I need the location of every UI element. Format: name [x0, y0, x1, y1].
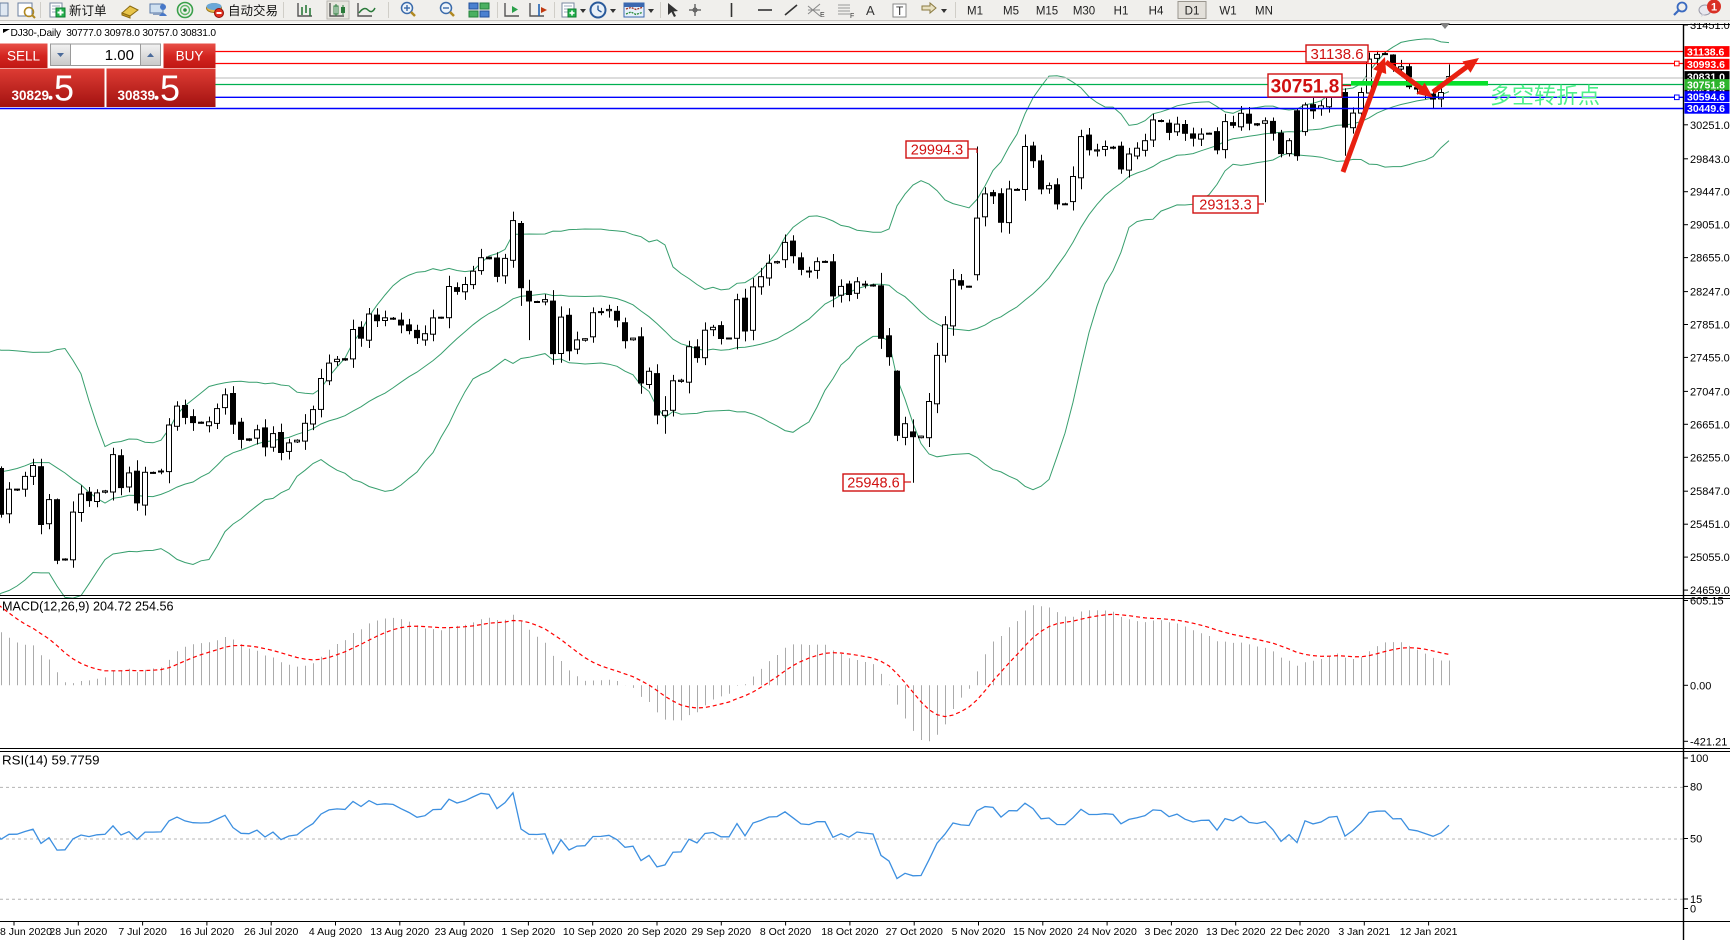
svg-text:MACD(12,26,9) 204.72 254.56: MACD(12,26,9) 204.72 254.56 [2, 600, 174, 614]
svg-text:13 Aug 2020: 13 Aug 2020 [370, 926, 429, 938]
svg-text:13 Dec 2020: 13 Dec 2020 [1206, 926, 1266, 938]
svg-text:3 Dec 2020: 3 Dec 2020 [1145, 926, 1199, 938]
svg-text:1.00: 1.00 [105, 47, 134, 64]
svg-text:25948.6: 25948.6 [847, 476, 899, 492]
svg-text:5 Nov 2020: 5 Nov 2020 [952, 926, 1006, 938]
svg-text:20 Sep 2020: 20 Sep 2020 [627, 926, 687, 938]
svg-text:M15: M15 [1036, 6, 1058, 18]
svg-text:15: 15 [1690, 894, 1702, 906]
svg-text:1 Sep 2020: 1 Sep 2020 [502, 926, 556, 938]
svg-text:26 Jul 2020: 26 Jul 2020 [244, 926, 298, 938]
svg-text:7 Jul 2020: 7 Jul 2020 [118, 926, 167, 938]
svg-text:28 Jun 2020: 28 Jun 2020 [49, 926, 107, 938]
svg-text:24 Nov 2020: 24 Nov 2020 [1077, 926, 1137, 938]
svg-text:30594.6: 30594.6 [1687, 91, 1725, 103]
svg-text:H4: H4 [1149, 6, 1164, 18]
svg-text:D1: D1 [1185, 6, 1200, 18]
svg-text:23 Aug 2020: 23 Aug 2020 [435, 926, 494, 938]
svg-text:自动交易: 自动交易 [228, 3, 278, 18]
svg-text:4 Aug 2020: 4 Aug 2020 [309, 926, 362, 938]
svg-text:31138.6: 31138.6 [1310, 46, 1363, 63]
svg-text:80: 80 [1690, 781, 1702, 793]
svg-text:29447.0: 29447.0 [1690, 187, 1730, 199]
svg-text:RSI(14) 59.7759: RSI(14) 59.7759 [2, 753, 100, 768]
svg-text:31138.6: 31138.6 [1687, 46, 1725, 58]
svg-text:M30: M30 [1073, 6, 1095, 18]
svg-text:5: 5 [54, 68, 74, 109]
svg-text:30829: 30829 [12, 88, 50, 103]
svg-text:30839: 30839 [118, 88, 156, 103]
svg-text:0.00: 0.00 [1690, 680, 1711, 692]
svg-text:29313.3: 29313.3 [1199, 198, 1251, 214]
svg-text:H1: H1 [1114, 6, 1129, 18]
svg-text:12 Jan 2021: 12 Jan 2021 [1400, 926, 1458, 938]
svg-text:28655.0: 28655.0 [1690, 253, 1730, 265]
svg-text:3 Jan 2021: 3 Jan 2021 [1338, 926, 1390, 938]
svg-text:F: F [850, 13, 854, 20]
svg-text:27851.0: 27851.0 [1690, 320, 1730, 332]
svg-text:DJ30-,Daily 30777.0 30978.0 3: DJ30-,Daily 30777.0 30978.0 30757.0 3083… [11, 28, 217, 39]
svg-text:25451.0: 25451.0 [1690, 519, 1730, 531]
svg-text:-421.21: -421.21 [1690, 736, 1727, 748]
svg-text:30993.6: 30993.6 [1687, 59, 1725, 71]
svg-text:30449.6: 30449.6 [1687, 103, 1725, 115]
svg-text:E: E [820, 12, 825, 19]
svg-text:多空转折点: 多空转折点 [1490, 84, 1600, 109]
svg-text:27455.0: 27455.0 [1690, 352, 1730, 364]
svg-text:22 Dec 2020: 22 Dec 2020 [1270, 926, 1330, 938]
svg-text:新订单: 新订单 [69, 3, 107, 18]
svg-text:27 Oct 2020: 27 Oct 2020 [886, 926, 943, 938]
svg-text:605.15: 605.15 [1690, 596, 1724, 608]
svg-text:SELL: SELL [7, 49, 41, 64]
svg-text:BUY: BUY [176, 49, 204, 64]
svg-text:26651.0: 26651.0 [1690, 419, 1730, 431]
svg-text:M1: M1 [967, 6, 983, 18]
svg-text:30751.8: 30751.8 [1687, 79, 1725, 91]
svg-text:A: A [866, 3, 875, 18]
svg-text:W1: W1 [1219, 6, 1236, 18]
svg-text:8 Jun 2020: 8 Jun 2020 [0, 926, 52, 938]
svg-text:8 Oct 2020: 8 Oct 2020 [760, 926, 812, 938]
svg-text:29 Sep 2020: 29 Sep 2020 [692, 926, 752, 938]
svg-text:18 Oct 2020: 18 Oct 2020 [821, 926, 878, 938]
svg-text:100: 100 [1690, 753, 1708, 765]
svg-text:29843.0: 29843.0 [1690, 154, 1730, 166]
svg-text:15 Nov 2020: 15 Nov 2020 [1013, 926, 1073, 938]
svg-text:M5: M5 [1003, 6, 1019, 18]
svg-text:27047.0: 27047.0 [1690, 386, 1730, 398]
svg-text:16 Jul 2020: 16 Jul 2020 [180, 926, 234, 938]
svg-text:MN: MN [1255, 6, 1273, 18]
svg-text:1: 1 [1711, 2, 1717, 14]
svg-text:50: 50 [1690, 834, 1702, 846]
svg-text:29051.0: 29051.0 [1690, 220, 1730, 232]
svg-text:5: 5 [160, 68, 180, 109]
svg-text:30251.0: 30251.0 [1690, 120, 1730, 132]
svg-text:30751.8: 30751.8 [1271, 76, 1340, 97]
svg-text:10 Sep 2020: 10 Sep 2020 [563, 926, 623, 938]
svg-text:25847.0: 25847.0 [1690, 486, 1730, 498]
svg-text:26255.0: 26255.0 [1690, 452, 1730, 464]
svg-text:T: T [896, 4, 904, 18]
svg-text:28247.0: 28247.0 [1690, 287, 1730, 299]
svg-text:0: 0 [1690, 904, 1696, 916]
svg-text:24659.0: 24659.0 [1690, 585, 1730, 597]
svg-text:25055.0: 25055.0 [1690, 552, 1730, 564]
svg-text:29994.3: 29994.3 [911, 143, 963, 159]
